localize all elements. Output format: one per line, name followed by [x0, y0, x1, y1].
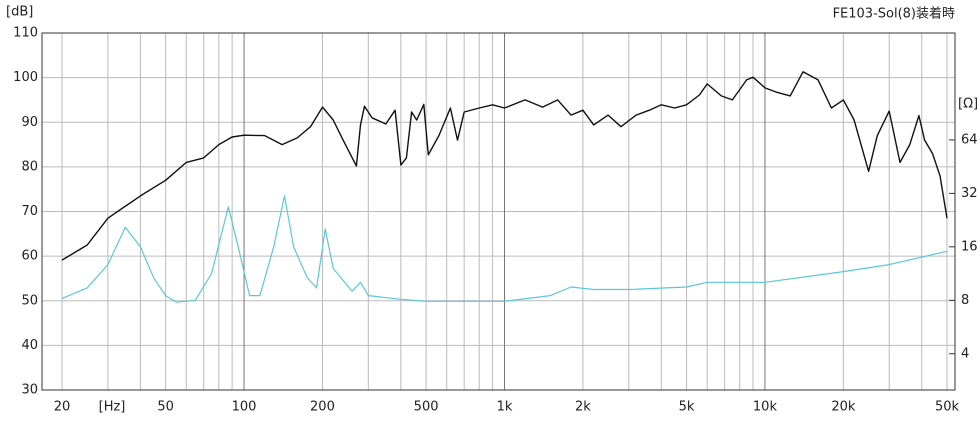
x-tick-label: 500 — [414, 400, 439, 415]
x-unit: [Hz] — [99, 400, 126, 415]
y-tick-label: 110 — [13, 26, 38, 41]
y2-tick-label: 16 — [961, 239, 978, 254]
series-line — [61, 195, 948, 303]
plot-frame — [41, 32, 956, 391]
y2-tick-label: 4 — [961, 346, 969, 361]
x-tick-label: 20k — [831, 400, 856, 415]
y2-tick-label: 32 — [961, 186, 978, 201]
y-tick-label: 90 — [21, 115, 38, 130]
x-tick-label: 20 — [54, 400, 71, 415]
y-tick-label: 60 — [21, 249, 38, 264]
y-tick-label: 100 — [13, 70, 38, 85]
grid — [42, 32, 955, 391]
x-tick-label: 2k — [575, 400, 591, 415]
x-tick-label: 5k — [679, 400, 695, 415]
x-tick-label: 10k — [753, 400, 778, 415]
chart-title: FE103-Sol(8)装着時 — [833, 6, 955, 22]
x-tick-label: 1k — [497, 400, 513, 415]
y-unit: [dB] — [6, 5, 33, 20]
y2-tick-label: 8 — [961, 293, 969, 308]
y-tick-label: 70 — [21, 204, 38, 219]
x-tick-label: 200 — [310, 400, 335, 415]
y-tick-label: 80 — [21, 159, 38, 174]
x-tick-label: 100 — [232, 400, 257, 415]
y-tick-label: 30 — [21, 383, 38, 398]
y-tick-label: 40 — [21, 338, 38, 353]
y-tick-label: 50 — [21, 293, 38, 308]
x-tick-label: 50 — [157, 400, 174, 415]
y2-tick-label: 64 — [961, 132, 978, 147]
y2-unit: [Ω] — [958, 97, 978, 112]
series-line — [61, 71, 948, 261]
x-tick-label: 50k — [935, 400, 960, 415]
